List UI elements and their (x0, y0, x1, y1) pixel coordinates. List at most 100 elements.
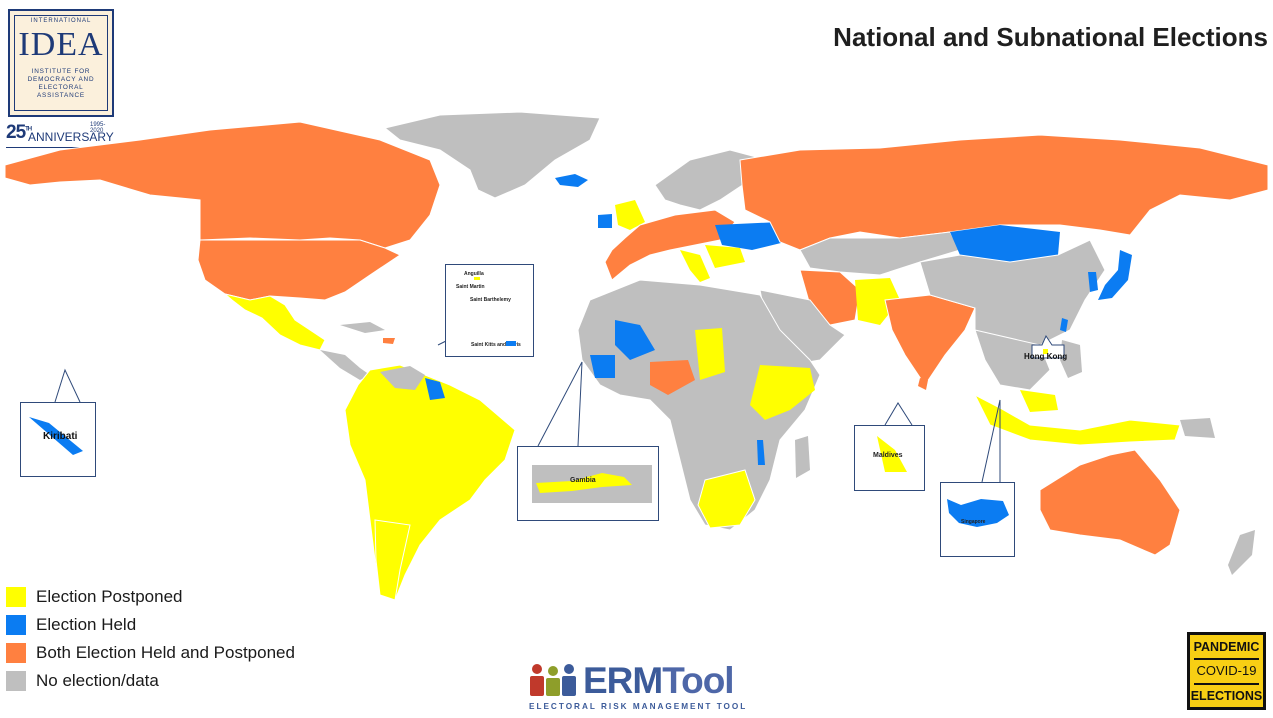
ermtool-name: ERMTool (583, 660, 735, 701)
country-southern-africa (697, 469, 756, 529)
logo-sub-line: ASSISTANCE (36, 92, 85, 99)
country-usa (197, 239, 402, 301)
maldives-inset: Maldives (854, 425, 925, 491)
hong-kong-callout (1031, 334, 1065, 359)
inset-label-maldives: Maldives (873, 452, 903, 459)
idea-logo: INTERNATIONAL IDEA INSTITUTE FOR DEMOCRA… (8, 9, 114, 117)
anniversary-mark: 25TH ANNIVERSARY 1995-2020 (6, 122, 116, 148)
ermtool-logo: ERMTool ELECTORAL RISK MANAGEMENT TOOL (527, 660, 745, 714)
badge-separator (1194, 658, 1259, 660)
country-korea (1088, 272, 1098, 292)
country-taiwan (1060, 318, 1068, 332)
country-chad (695, 328, 725, 380)
hong-kong-marker (1043, 349, 1048, 354)
inset-label-anguilla: Anguilla (464, 271, 484, 277)
logo-top-text: INTERNATIONAL (30, 18, 92, 24)
country-madagascar (795, 436, 810, 478)
logo-sub-line: ELECTORAL (38, 84, 84, 91)
country-italy (680, 250, 710, 282)
maldives-pointer (884, 402, 913, 426)
country-new-zealand (1228, 530, 1255, 575)
world-map: Hong Kong (4, 111, 1269, 600)
country-canada (4, 121, 441, 249)
country-sri-lanka (918, 378, 928, 390)
country-nigeria (650, 360, 695, 395)
country-russia (739, 134, 1269, 251)
legend-item-held: Election Held (6, 611, 326, 639)
pandemic-badge: PANDEMIC COVID-19 ELECTIONS (1187, 632, 1266, 710)
anniversary-word: ANNIVERSARY (28, 130, 114, 144)
ermtool-tagline: ELECTORAL RISK MANAGEMENT TOOL (529, 702, 748, 711)
country-ireland (598, 214, 612, 228)
country-guyana (425, 378, 445, 400)
region-caribbean (340, 322, 385, 333)
country-mexico (224, 293, 326, 351)
singapore-pointer (981, 399, 1001, 483)
legend-swatch-gray (6, 671, 26, 691)
gambia-shape (536, 473, 632, 493)
country-west-africa (590, 355, 615, 378)
anniversary-underline (6, 147, 116, 148)
legend-label: Election Postponed (36, 587, 183, 606)
inset-label-gambia: Gambia (570, 477, 596, 484)
kiribati-inset: Kiribati (20, 402, 96, 477)
country-kazakhstan-central-asia (799, 231, 961, 276)
country-iceland (555, 174, 588, 187)
badge-line-1: PANDEMIC (1193, 640, 1260, 654)
page-title: National and Subnational Elections (833, 22, 1268, 52)
country-india (884, 294, 976, 386)
logo-frame: INTERNATIONAL IDEA INSTITUTE FOR DEMOCRA… (14, 15, 108, 111)
legend-item-postponed: Election Postponed (6, 583, 326, 611)
country-scandinavia (654, 149, 761, 211)
country-mali (615, 320, 655, 360)
region-central-america (320, 350, 370, 380)
kiribati-pointer (54, 368, 81, 403)
legend-swatch-yellow (6, 587, 26, 607)
singapore-shape (947, 499, 1009, 527)
country-brazil-south-america (344, 364, 516, 600)
country-greenland (383, 111, 601, 199)
gambia-inset: Gambia (517, 446, 659, 521)
anniversary-number: 25TH (6, 122, 32, 143)
badge-line-2: COVID-19 (1196, 663, 1257, 678)
gambia-pointer (537, 361, 583, 447)
legend-swatch-blue (6, 615, 26, 635)
country-malawi (757, 440, 765, 465)
inset-label-saint-martin: Saint Martin (456, 284, 485, 290)
country-philippines (1060, 340, 1082, 378)
kiribati-shape (29, 417, 83, 455)
logo-sub-line: DEMOCRACY AND (27, 76, 95, 83)
logo-subtitle: INSTITUTE FOR DEMOCRACY AND ELECTORAL AS… (15, 68, 107, 100)
hong-kong-label: Hong Kong (1024, 352, 1067, 361)
country-ethiopia-horn (750, 365, 815, 420)
inset-label-saint-kitts: Saint Kitts and Nevis (471, 342, 521, 348)
inset-label-saint-barthelemy: Saint Barthelemy (470, 297, 511, 303)
legend-label: Both Election Held and Postponed (36, 643, 295, 662)
country-australia (1039, 449, 1181, 556)
singapore-inset: Singapore (940, 482, 1015, 557)
logo-sub-line: INSTITUTE FOR (31, 68, 91, 75)
country-dominican-rep (383, 338, 395, 344)
legend-label: Election Held (36, 615, 137, 634)
country-papua-new-guinea (1180, 418, 1215, 438)
inset-label-kiribati: Kiribati (43, 431, 78, 442)
inset-marker-saint-kitts (506, 341, 516, 346)
legend-item-no-data: No election/data (6, 667, 326, 695)
legend-label: No election/data (36, 671, 159, 690)
inset-marker-anguilla (474, 277, 480, 280)
country-indonesia (973, 393, 1181, 446)
country-venezuela (380, 366, 425, 390)
maldives-shape (877, 436, 907, 472)
badge-line-3: ELECTIONS (1190, 689, 1263, 703)
country-central-europe (715, 222, 785, 250)
country-china (919, 239, 1106, 346)
legend-item-both: Both Election Held and Postponed (6, 639, 326, 667)
country-mongolia (950, 225, 1060, 262)
country-uk (615, 200, 645, 230)
country-malaysia (1020, 390, 1058, 412)
badge-separator (1194, 683, 1259, 685)
country-argentina-chile (374, 519, 411, 600)
inset-label-singapore: Singapore (961, 519, 986, 525)
anniversary-years: 1995-2020 (90, 122, 106, 134)
logo-mark: IDEA (18, 26, 104, 63)
